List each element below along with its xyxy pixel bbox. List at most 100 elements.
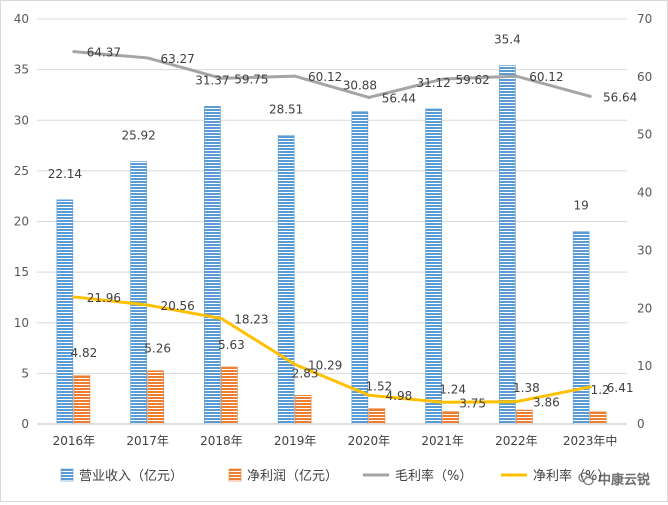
legend-swatch <box>228 468 242 482</box>
net-profit-data-label: 2.83 <box>292 366 319 380</box>
net-margin-data-label: 20.56 <box>160 299 194 313</box>
y-left-tick-label: 40 <box>14 12 29 26</box>
x-tick-label: 2017年 <box>126 434 169 448</box>
gross-margin-data-label: 64.37 <box>87 46 121 60</box>
gross-margin-data-label: 60.12 <box>308 70 342 84</box>
x-tick-label: 2022年 <box>495 434 538 448</box>
net-margin-point <box>219 317 223 321</box>
gross-margin-data-label: 59.62 <box>455 73 489 87</box>
net-margin-data-label: 3.86 <box>533 396 560 410</box>
x-tick-label: 2023年中 <box>563 433 618 448</box>
y-right-tick-label: 20 <box>637 301 652 315</box>
net-margin-point <box>146 303 150 307</box>
gross-margin-point <box>367 95 371 99</box>
net-profit-bar <box>221 366 238 425</box>
net-profit-data-label: 1.2 <box>591 383 610 397</box>
legend-label: 营业收入（亿元） <box>79 469 183 484</box>
watermark: 中康云锐 <box>578 469 650 488</box>
revenue-bar <box>56 199 74 425</box>
net-margin-data-label: 10.29 <box>308 358 342 372</box>
y-left-tick-label: 10 <box>14 316 29 330</box>
net-margin-data-label: 4.98 <box>386 389 413 403</box>
net-margin-line <box>72 295 592 404</box>
y-right-tick-label: 70 <box>637 12 652 26</box>
revenue-bar <box>204 106 221 425</box>
gross-margin-point <box>441 77 445 81</box>
axes: 0 5 10 15 20 25 30 35 40 0 10 20 30 40 50 60 70 2016年 2017… <box>14 12 653 448</box>
net-margin-point <box>293 362 297 366</box>
gross-margin-line <box>72 50 592 99</box>
y-right-tick-label: 10 <box>637 359 652 373</box>
net-margin-data-label: 6.41 <box>607 381 634 395</box>
net-margin-point <box>441 400 445 404</box>
gross-margin-data-label: 59.75 <box>234 72 268 86</box>
revenue-data-label: 31.12 <box>416 76 450 90</box>
wechat-icon <box>578 471 594 485</box>
bar-series <box>56 65 607 425</box>
gross-margin-point <box>72 50 76 54</box>
revenue-bar <box>572 231 590 425</box>
net-profit-data-label: 4.82 <box>71 346 98 360</box>
gross-margin-point <box>219 76 223 80</box>
y-right-tick-label: 50 <box>637 128 652 142</box>
y-left-tick-label: 0 <box>21 417 29 431</box>
x-tick-label: 2018年 <box>200 434 243 448</box>
gross-margin-data-label: 56.44 <box>382 91 416 105</box>
x-tick-label: 2019年 <box>274 434 317 448</box>
revenue-data-label: 25.92 <box>121 129 155 143</box>
net-margin-data-label: 18.23 <box>234 313 268 327</box>
x-tick-label: 2016年 <box>53 434 96 448</box>
y-left-tick-label: 20 <box>14 215 29 229</box>
gross-margin-data-label: 60.12 <box>529 70 563 84</box>
net-profit-bar <box>147 370 164 425</box>
watermark-text: 中康云锐 <box>597 473 650 488</box>
net-margin-point <box>588 385 592 389</box>
net-profit-data-label: 5.26 <box>144 342 171 356</box>
revenue-bar <box>425 108 442 425</box>
net-profit-data-label: 1.52 <box>366 380 393 394</box>
net-profit-data-label: 1.24 <box>439 382 466 396</box>
legend-label: 净利润（亿元） <box>247 469 338 484</box>
gross-margin-point <box>514 74 518 78</box>
revenue-data-label: 31.37 <box>195 73 229 87</box>
revenue-data-label: 28.51 <box>269 102 303 116</box>
y-right-tick-label: 40 <box>637 186 652 200</box>
net-margin-point <box>367 393 371 397</box>
y-left-tick-label: 5 <box>21 366 29 380</box>
net-profit-bar <box>73 374 91 425</box>
revenue-bar <box>277 135 295 425</box>
legend-swatch <box>60 468 74 482</box>
revenue-bar <box>130 161 147 425</box>
y-right-tick-label: 0 <box>637 417 645 431</box>
gross-margin-data-label: 56.64 <box>603 90 637 104</box>
x-tick-label: 2021年 <box>421 434 464 448</box>
revenue-data-label: 22.14 <box>48 167 82 181</box>
y-left-tick-label: 15 <box>14 265 29 279</box>
y-left-tick-label: 25 <box>14 164 29 178</box>
gross-margin-point <box>146 56 150 60</box>
revenue-data-label: 19 <box>573 199 588 213</box>
net-margin-data-label: 21.96 <box>87 291 121 305</box>
gross-margin-point <box>588 94 592 98</box>
gross-margin-data-label: 63.27 <box>160 52 194 66</box>
revenue-bar <box>499 65 516 425</box>
revenue-data-label: 30.88 <box>343 78 377 92</box>
data-labels: 22.14 25.92 31.37 28.51 30.88 31.12 35.4 19 4.82… <box>48 33 638 411</box>
line-series <box>72 50 592 404</box>
revenue-data-label: 35.4 <box>494 33 521 47</box>
net-profit-bar <box>589 411 607 425</box>
net-profit-data-label: 5.63 <box>218 338 245 352</box>
net-margin-data-label: 3.75 <box>459 396 486 410</box>
y-right-tick-label: 60 <box>637 70 652 84</box>
x-tick-label: 2020年 <box>348 434 391 448</box>
y-right-tick-label: 30 <box>637 243 652 257</box>
net-margin-point <box>72 295 76 299</box>
net-profit-bar <box>294 395 312 425</box>
net-profit-bar <box>442 411 459 425</box>
gross-margin-point <box>293 74 297 78</box>
net-margin-point <box>514 400 518 404</box>
y-left-tick-label: 30 <box>14 113 29 127</box>
revenue-bar <box>351 111 369 425</box>
